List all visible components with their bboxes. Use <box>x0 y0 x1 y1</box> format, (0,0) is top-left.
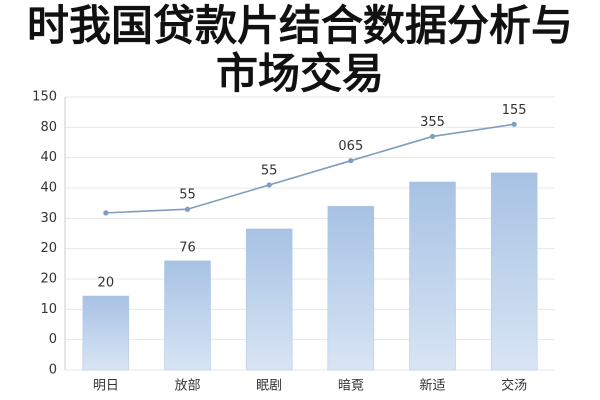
bar <box>327 205 375 371</box>
bar <box>245 228 293 371</box>
y-tick-label: 0 <box>49 363 57 378</box>
data-label: 55 <box>261 163 278 178</box>
x-tick-label: 暗覔 <box>338 379 364 394</box>
point <box>266 182 272 188</box>
y-tick-label: 80 <box>40 120 57 135</box>
data-label: 20 <box>98 275 115 290</box>
y-tick-label: 10 <box>40 302 57 317</box>
bar <box>409 181 456 371</box>
y-tick-label: 30 <box>40 211 57 226</box>
data-label: 065 <box>338 139 363 154</box>
data-label: 155 <box>502 103 527 118</box>
point <box>511 121 517 127</box>
chart-title: 时我国贷款片结合数据分析与市场交易 <box>26 1 573 98</box>
y-tick-label: 20 <box>40 241 57 256</box>
y-tick-label: 40 <box>40 181 57 196</box>
bar <box>82 295 130 371</box>
point <box>184 206 191 212</box>
point <box>103 210 109 216</box>
y-tick-label: 0 <box>49 332 57 347</box>
x-tick-label: 新适 <box>419 378 445 394</box>
data-label: 55 <box>179 188 196 203</box>
bar <box>164 260 211 371</box>
y-tick-label: 40 <box>40 150 57 165</box>
y-tick-label: 20 <box>40 272 57 287</box>
x-tick-label: 交汤 <box>501 378 527 394</box>
y-tick-label: 150 <box>32 90 57 105</box>
x-tick-label: 放部 <box>174 379 200 394</box>
data-label: 355 <box>420 115 445 130</box>
data-label: 76 <box>179 240 196 255</box>
point <box>429 133 436 140</box>
point <box>348 158 354 164</box>
bar <box>490 172 538 371</box>
x-tick-label: 眠剧 <box>256 379 282 394</box>
x-tick-label: 明日 <box>93 379 119 394</box>
line <box>105 123 515 214</box>
